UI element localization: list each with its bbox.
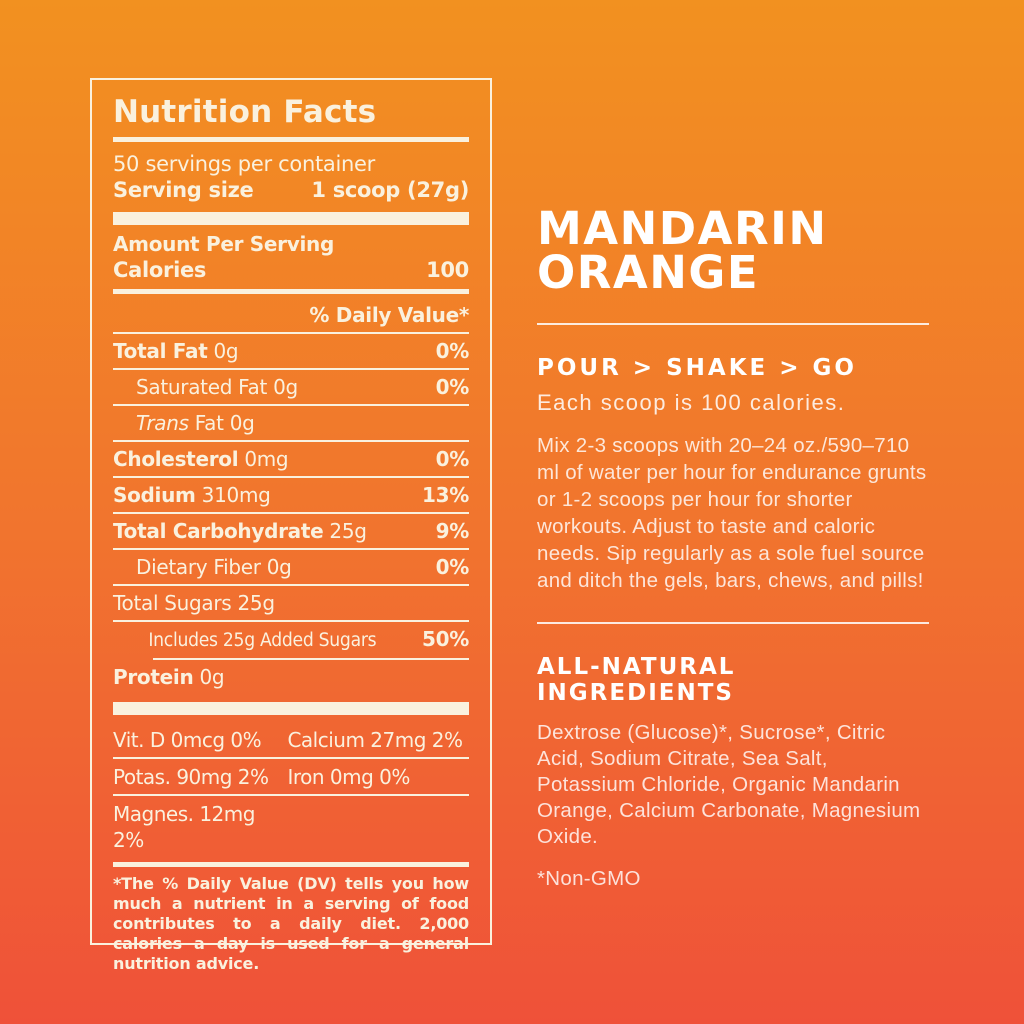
- nutrient-daily-value: 9%: [435, 519, 470, 543]
- divider-line: [537, 622, 929, 624]
- nutrient-label: Includes 25g Added Sugars: [148, 630, 377, 651]
- nutrient-daily-value: 0%: [435, 447, 470, 471]
- divider-thin: [113, 794, 469, 796]
- divider-bar: [113, 212, 469, 225]
- nutrient-row: Saturated Fat 0g 0%: [113, 370, 469, 404]
- micronutrient-row: Potas. 90mg 2% Iron 0mg 0%: [113, 759, 469, 794]
- nutrient-row: Protein 0g: [113, 660, 469, 694]
- nutrient-daily-value: 0%: [435, 555, 470, 579]
- nutrient-label: Sodium 310mg: [113, 483, 271, 507]
- tagline: POUR > SHAKE > GO: [537, 355, 857, 381]
- micronutrient-row: Magnes. 12mg 2%: [113, 796, 469, 857]
- nutrient-label: Total Sugars 25g: [113, 591, 275, 615]
- nutrient-daily-value: 50%: [422, 627, 469, 651]
- divider-line: [537, 323, 929, 325]
- daily-value-footnote: *The % Daily Value (DV) tells you how mu…: [113, 874, 469, 973]
- nutrient-label: Dietary Fiber 0g: [136, 555, 292, 579]
- nutrient-label: Protein 0g: [113, 665, 225, 689]
- nutrient-daily-value: 13%: [422, 483, 469, 507]
- divider-thin: [113, 332, 469, 334]
- micronutrient-value: Iron 0mg 0%: [287, 764, 410, 789]
- nutrient-row: Total Fat 0g 0%: [113, 334, 469, 368]
- micronutrient-row: Vit. D 0mcg 0% Calcium 27mg 2%: [113, 722, 469, 757]
- micronutrient-value: Potas. 90mg 2%: [113, 764, 269, 789]
- micronutrient-value: Calcium 27mg 2%: [287, 727, 463, 752]
- serving-size-value: 1 scoop (27g): [311, 178, 469, 202]
- flavor-panel: MANDARIN ORANGE POUR > SHAKE > GO Each s…: [537, 206, 929, 891]
- divider-thin: [113, 584, 469, 586]
- divider-thin: [113, 620, 469, 622]
- nutrition-facts-panel: Nutrition Facts 50 servings per containe…: [90, 78, 492, 973]
- divider-thin: [113, 548, 469, 550]
- flavor-title: MANDARIN ORANGE: [537, 206, 929, 295]
- serving-size-label: Serving size: [113, 178, 254, 202]
- micronutrient-value: Vit. D 0mcg 0%: [113, 727, 262, 752]
- subtagline: Each scoop is 100 calories.: [537, 390, 846, 415]
- nutrient-row: Total Sugars 25g: [113, 586, 469, 620]
- usage-instructions: Mix 2-3 scoops with 20–24 oz./590–710 ml…: [537, 434, 927, 592]
- nutrient-label: Saturated Fat 0g: [136, 375, 298, 399]
- nutrient-daily-value: 0%: [435, 375, 470, 399]
- nutrient-row: Includes 25g Added Sugars 50%: [113, 622, 469, 658]
- non-gmo-note: *Non-GMO: [537, 867, 641, 890]
- amount-per-serving-label: Amount Per Serving: [113, 232, 334, 256]
- daily-value-header: % Daily Value*: [309, 303, 469, 327]
- nutrient-label: Total Fat 0g: [113, 339, 239, 363]
- divider-thin: [113, 512, 469, 514]
- ingredients-heading: ALL-NATURAL INGREDIENTS: [537, 654, 736, 706]
- nutrition-facts-title: Nutrition Facts: [113, 94, 377, 130]
- nutrient-row: Cholesterol 0mg 0%: [113, 442, 469, 476]
- flavor-title-line1: MANDARIN: [537, 202, 828, 255]
- divider-medium: [113, 862, 469, 867]
- divider-thin: [113, 404, 469, 406]
- servings-per-container: 50 servings per container: [113, 152, 375, 176]
- divider-thin: [113, 440, 469, 442]
- divider-medium: [113, 289, 469, 294]
- divider-thin: [153, 658, 469, 660]
- calories-label: Calories: [113, 258, 207, 282]
- nutrient-label: Total Carbohydrate 25g: [113, 519, 367, 543]
- nutrient-row: Total Carbohydrate 25g 9%: [113, 514, 469, 548]
- nutrient-daily-value: 0%: [435, 339, 470, 363]
- calories-value: 100: [426, 258, 469, 282]
- nutrient-row: Sodium 310mg 13%: [113, 478, 469, 512]
- nutrient-rows: Total Fat 0g 0% Saturated Fat 0g 0% Trans Fa…: [113, 334, 469, 694]
- divider-thin: [113, 368, 469, 370]
- nutrient-row: Trans Fat 0g: [113, 406, 469, 440]
- divider-thin: [113, 757, 469, 759]
- calories-row: Calories 100: [113, 257, 469, 284]
- divider-thick: [113, 137, 469, 142]
- ingredients-list: Dextrose (Glucose)*, Sucrose*, Citric Ac…: [537, 721, 921, 848]
- divider-bar: [113, 702, 469, 715]
- micronutrient-rows: Vit. D 0mcg 0% Calcium 27mg 2% Potas. 90mg…: [113, 722, 469, 857]
- serving-size-row: Serving size 1 scoop (27g): [113, 177, 469, 204]
- divider-thin: [113, 476, 469, 478]
- flavor-title-line2: ORANGE: [537, 246, 760, 299]
- micronutrient-value: Magnes. 12mg 2%: [113, 801, 255, 852]
- nutrient-label: Cholesterol 0mg: [113, 447, 289, 471]
- nutrient-label: Trans Fat 0g: [136, 411, 255, 435]
- nutrient-row: Dietary Fiber 0g 0%: [113, 550, 469, 584]
